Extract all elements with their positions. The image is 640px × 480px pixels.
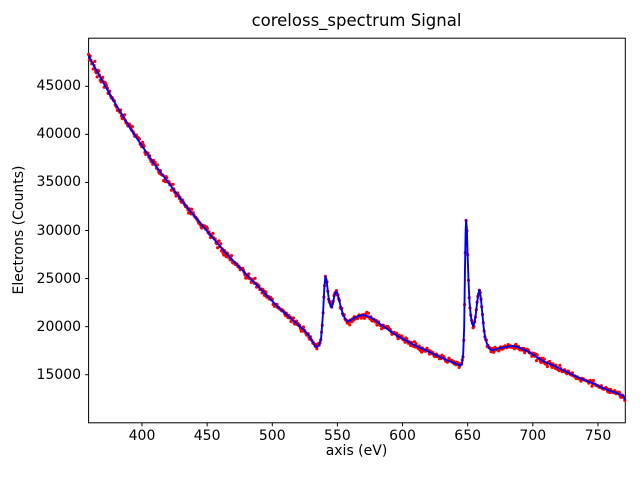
- x-tick-label: 500: [258, 428, 286, 445]
- y-tick-label: 15000: [36, 366, 82, 383]
- series-model-line: [87, 55, 627, 401]
- x-tick-label: 550: [324, 428, 351, 445]
- y-tick-label: 40000: [36, 126, 82, 143]
- chart-title: coreloss_spectrum Signal: [251, 11, 462, 30]
- x-tick-label: 400: [128, 428, 156, 445]
- y-tick-label: 35000: [36, 174, 82, 191]
- y-tick-label: 30000: [36, 222, 82, 239]
- x-tick-label: 450: [193, 428, 221, 445]
- x-axis-label: axis (eV): [325, 443, 388, 459]
- x-tick-label: 700: [519, 428, 547, 445]
- y-tick-label: 25000: [36, 270, 82, 287]
- x-tick-label: 650: [454, 428, 482, 445]
- y-tick-label: 45000: [36, 78, 82, 95]
- y-tick-label: 20000: [36, 318, 82, 335]
- x-tick-label: 600: [389, 428, 416, 445]
- tick-marks: [85, 85, 599, 427]
- series-raw-data-points: [87, 52, 627, 402]
- x-tick-label: 750: [584, 428, 612, 445]
